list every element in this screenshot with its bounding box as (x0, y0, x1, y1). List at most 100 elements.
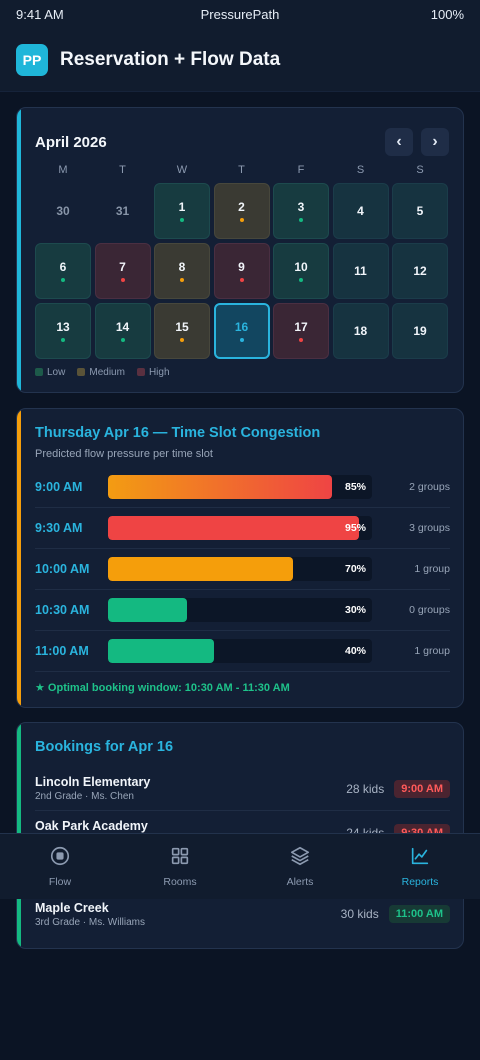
weekday-label: S (416, 164, 424, 176)
calendar-day[interactable]: 3 (273, 183, 329, 239)
nav-item-rooms[interactable]: Rooms (120, 834, 240, 899)
pressure-dot (299, 218, 303, 222)
slot-groups: 3 groups (409, 522, 450, 534)
booking-row[interactable]: Lincoln Elementary 2nd Grade · Ms. Chen 28… (35, 767, 450, 811)
calendar-day[interactable]: 13 (35, 303, 91, 359)
nav-item-flow[interactable]: Flow (0, 834, 120, 899)
congestion-title: Thursday Apr 16 — Time Slot Congestion (35, 425, 321, 441)
calendar-day-number: 4 (357, 204, 364, 218)
booking-count: 28 kids (346, 781, 385, 796)
calendar-day-number: 30 (56, 204, 70, 218)
pressure-dot (180, 338, 184, 342)
congestion-bar-fill (108, 516, 359, 540)
calendar-day[interactable]: 19 (392, 303, 448, 359)
time-slot-row[interactable]: 9:30 AM 95% 3 groups (35, 508, 450, 549)
calendar-day-number: 31 (115, 204, 130, 218)
calendar-day[interactable]: 17 (273, 303, 329, 359)
calendar-day[interactable]: 2 (213, 183, 270, 239)
calendar-day[interactable]: 4 (332, 183, 389, 239)
calendar-legend: Low Medium High (35, 367, 170, 378)
pressure-dot (61, 338, 65, 342)
legend-swatch (136, 368, 145, 376)
status-time: 9:41 AM (16, 6, 64, 22)
calendar-day-number: 11 (354, 264, 367, 278)
pressure-dot (239, 218, 244, 222)
calendar-day[interactable]: 18 (332, 303, 389, 359)
calendar-day[interactable]: 11 (332, 243, 389, 299)
weekday-label: M (58, 164, 68, 176)
calendar-day[interactable]: 8 (154, 243, 210, 299)
calendar-grid: 30 31 1 2 3 4 5 6 7 8 9 10 11 12 13 14 15 16 17 18 19 (35, 183, 450, 359)
congestion-bar-fill (108, 639, 214, 663)
booking-time-badge: 9:00 AM (394, 779, 450, 798)
weekday-label: W (176, 164, 188, 176)
calendar-day[interactable]: 10 (273, 243, 329, 299)
calendar-day-number: 1 (178, 200, 186, 214)
booking-class: 2nd Grade · Ms. Chen (35, 791, 134, 802)
calendar-day[interactable]: 5 (392, 183, 448, 239)
congestion-percent: 30% (344, 604, 366, 616)
prev-month-button[interactable]: ‹ (385, 128, 413, 156)
calendar-day-number: 8 (178, 260, 186, 274)
nav-item-alerts[interactable]: Alerts (240, 834, 360, 899)
weekday-label: T (238, 164, 245, 176)
calendar-day[interactable]: 9 (213, 243, 270, 299)
calendar-day-number: 2 (238, 200, 245, 214)
time-slot-row[interactable]: 10:30 AM 30% 0 groups (35, 590, 450, 631)
time-slot-row[interactable]: 11:00 AM 40% 1 group (35, 631, 450, 672)
calendar-day[interactable]: 6 (35, 243, 91, 299)
slot-time: 10:00 AM (35, 562, 90, 576)
calendar-day[interactable]: 1 (154, 183, 210, 239)
chart-icon (409, 845, 431, 870)
booking-school: Lincoln Elementary (35, 775, 151, 789)
next-month-button[interactable]: › (421, 128, 449, 156)
booking-school: Oak Park Academy (35, 819, 148, 833)
pressure-dot (239, 278, 244, 282)
calendar-day-number: 18 (353, 324, 368, 338)
optimal-window: ★ Optimal booking window: 10:30 AM - 11:… (35, 682, 290, 694)
layers-icon (289, 845, 311, 870)
calendar-day-number: 12 (413, 264, 427, 278)
bottom-navigation: Flow Rooms Alerts Reports (0, 833, 480, 899)
calendar-day-number: 19 (413, 324, 427, 338)
congestion-card: Thursday Apr 16 — Time Slot Congestion P… (16, 408, 464, 708)
slot-groups: 1 group (414, 563, 450, 575)
app-header: PP Reservation + Flow Data (0, 28, 480, 92)
pressure-dot (61, 278, 65, 282)
weekday-label: F (297, 164, 305, 176)
booking-class: 3rd Grade · Ms. Williams (35, 916, 146, 928)
calendar-day-number: 13 (56, 320, 70, 334)
calendar-day[interactable]: 14 (94, 303, 151, 359)
congestion-bar: 85% (108, 475, 372, 499)
time-slot-row[interactable]: 10:00 AM 70% 1 group (35, 549, 450, 590)
calendar-day[interactable]: 12 (392, 243, 448, 299)
congestion-percent: 85% (344, 481, 366, 493)
weekday-label: T (119, 164, 126, 176)
congestion-bar: 95% (108, 516, 372, 540)
congestion-subtitle: Predicted flow pressure per time slot (35, 448, 213, 460)
slot-groups: 0 groups (409, 604, 450, 616)
pressure-dot (299, 338, 303, 342)
calendar-day-number: 14 (115, 320, 130, 334)
calendar-day[interactable]: 16 (213, 303, 270, 359)
booking-time-badge: 11:00 AM (388, 905, 450, 923)
nav-item-reports[interactable]: Reports (360, 834, 480, 899)
calendar-day[interactable]: 7 (94, 243, 151, 299)
time-slot-row[interactable]: 9:00 AM 85% 2 groups (35, 467, 450, 508)
calendar-day[interactable]: 15 (154, 303, 210, 359)
booking-row[interactable]: Maple Creek 3rd Grade · Ms. Williams 30 … (35, 894, 450, 934)
bookings-title: Bookings for Apr 16 (35, 739, 174, 755)
pressure-dot (180, 218, 184, 222)
calendar-day-number: 7 (119, 260, 126, 274)
congestion-bar-fill (108, 475, 333, 499)
legend-label: Low (47, 367, 66, 378)
congestion-percent: 70% (344, 563, 366, 575)
pressure-dot (299, 278, 303, 282)
slot-time: 11:00 AM (35, 644, 89, 658)
congestion-percent: 40% (344, 645, 366, 657)
booking-count: 30 kids (340, 907, 379, 921)
pressure-dot (120, 278, 125, 282)
calendar-day-number: 15 (175, 320, 189, 334)
slot-time: 9:30 AM (35, 521, 83, 535)
congestion-percent: 95% (344, 522, 366, 534)
